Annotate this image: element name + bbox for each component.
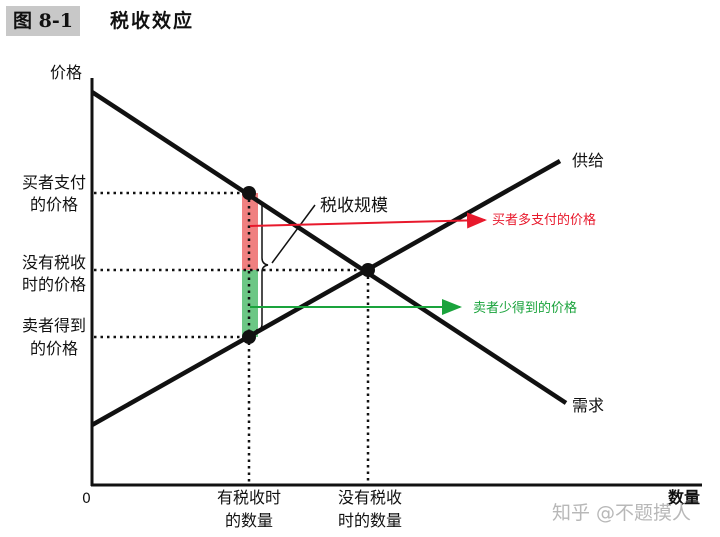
- tax-quantity-label-1: 有税收时: [217, 488, 281, 507]
- supply-curve: [90, 159, 562, 427]
- seller-less-label: 卖者少得到的价格: [473, 300, 577, 316]
- y-axis-label: 价格: [50, 63, 82, 82]
- watermark: 知乎 @不题摸人: [552, 502, 691, 524]
- tax-quantity-label-2: 的数量: [225, 511, 273, 530]
- figure-tag: 图 8-1: [6, 6, 80, 36]
- demand-label: 需求: [572, 396, 604, 415]
- tax-brace: [255, 199, 269, 331]
- figure-title: 税收效应: [110, 10, 195, 32]
- supply-label: 供给: [572, 151, 604, 170]
- seller-price-point: [242, 330, 256, 344]
- tax-leader-line: [271, 204, 316, 264]
- demand-curve: [90, 90, 568, 405]
- no-tax-quantity-label-1: 没有税收: [338, 488, 402, 507]
- seller-price-label-1: 卖者得到: [22, 316, 86, 335]
- buyer-price-label-2: 的价格: [30, 195, 78, 214]
- buyer-price-point: [242, 186, 256, 200]
- buyer-burden-bar: [242, 193, 258, 270]
- no-tax-price-label-1: 没有税收: [22, 253, 86, 272]
- buyer-price-label-1: 买者支付: [22, 173, 86, 192]
- seller-price-label-2: 的价格: [30, 339, 78, 358]
- tax-size-label: 税收规模: [320, 196, 388, 216]
- equilibrium-point: [361, 263, 375, 277]
- buyer-extra-arrow: [249, 212, 487, 229]
- origin-label: 0: [82, 491, 91, 507]
- x-axis-label: 数量: [668, 488, 700, 507]
- buyer-extra-label: 买者多支付的价格: [492, 212, 596, 228]
- no-tax-price-label-2: 时的价格: [22, 275, 86, 294]
- no-tax-quantity-label-2: 时的数量: [338, 511, 402, 530]
